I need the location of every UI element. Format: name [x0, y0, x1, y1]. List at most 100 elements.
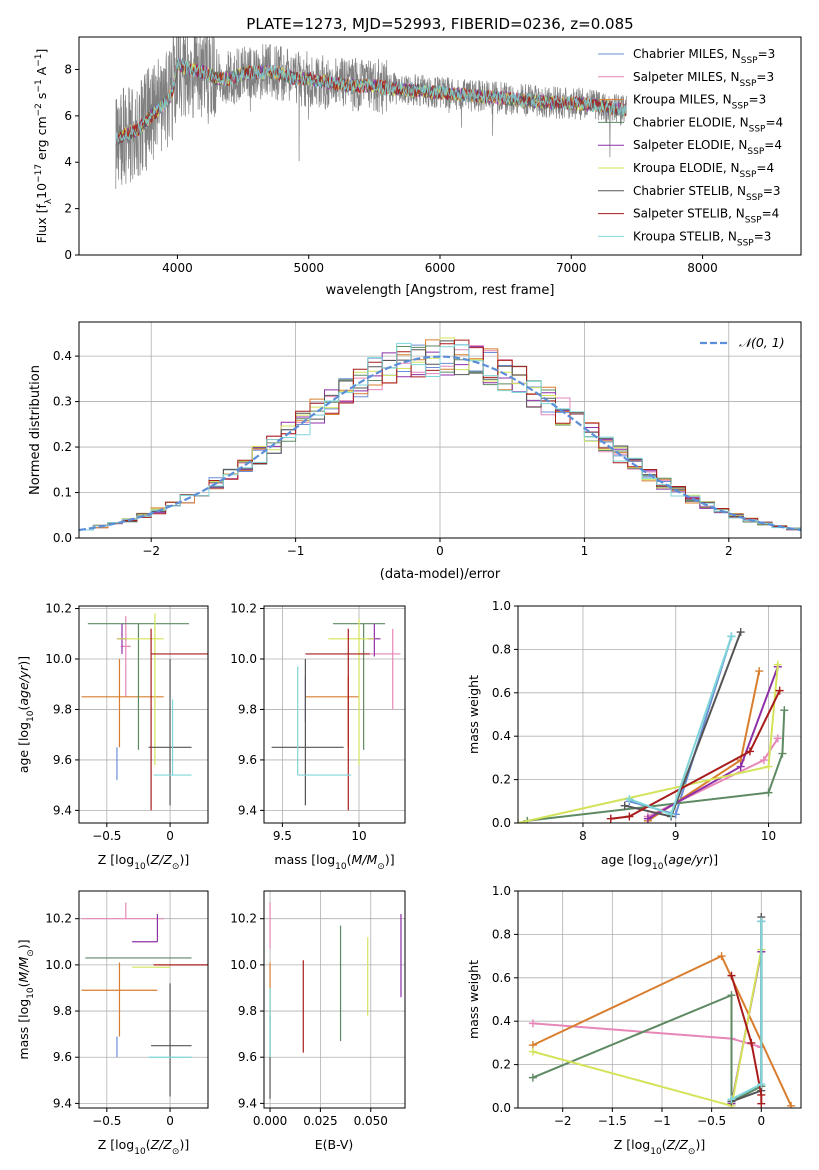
- x-axis-label: (data-model)/error: [380, 567, 501, 582]
- x-axis-label-part: Z [log: [614, 1137, 650, 1152]
- y-axis-label-part: )]: [16, 656, 31, 666]
- mass-weight-point: [717, 952, 726, 961]
- legend-entry-part: SSP: [747, 147, 764, 157]
- legend-entry-part: =4: [765, 115, 783, 129]
- x-tick-label: −2: [554, 1114, 572, 1128]
- legend-entry-part: Chabrier ELODIE, N: [633, 115, 749, 129]
- mass-weight-point: [773, 660, 782, 669]
- x-axis-label: wavelength [Angstrom, rest frame]: [326, 283, 555, 298]
- y-tick-label: 0.1: [53, 486, 72, 500]
- y-tick-label: 1.0: [492, 884, 511, 898]
- mass-weight-point: [757, 1090, 766, 1099]
- x-axis-label-part: 10: [652, 862, 664, 872]
- mass-weight-line: [628, 636, 733, 816]
- y-tick-label: 0.4: [492, 1014, 511, 1028]
- legend-entry-part: SSP: [746, 193, 763, 203]
- legend-entry-part: Salpeter MILES, N: [633, 70, 740, 84]
- x-axis-label-part: )]: [179, 1137, 189, 1152]
- x-axis-label-part: 10: [650, 1147, 662, 1157]
- mass-weight-point: [528, 1019, 537, 1028]
- x-tick-label: 8: [579, 829, 587, 843]
- mass-vs-extinction-panel-frame: [263, 890, 406, 1109]
- x-tick-label: 0.000: [253, 1114, 287, 1128]
- y-tick-label: 9.8: [238, 702, 257, 716]
- mass-weight-point: [528, 1073, 537, 1082]
- x-axis-label-part: age [log: [601, 852, 652, 867]
- y-tick-label: 9.6: [238, 753, 257, 767]
- y-axis-label-part: 10: [26, 710, 36, 722]
- mass-weight-point: [745, 747, 754, 756]
- y-tick-label: 0.0: [492, 1101, 511, 1115]
- legend-entry: Kroupa MILES, NSSP=3: [633, 93, 766, 112]
- x-axis-label-part: )]: [179, 852, 189, 867]
- mass-weight-point: [775, 686, 784, 695]
- x-tick-label: 2: [725, 544, 733, 558]
- mass-weight-line: [532, 1022, 762, 1049]
- spectrum-panel-plot-area: [115, 37, 627, 190]
- mass-weight-vs-metallicity-panel: −2 −1.5 −1 −0.5 0 0.0 0.2 0.4 0.6 0.8 1.0 Z [log10(…: [466, 884, 802, 1157]
- x-tick-label: −0.5: [92, 829, 121, 843]
- y-tick-label: 0.6: [492, 686, 511, 700]
- error-bar-point: [151, 983, 192, 1097]
- y-tick-label: 9.8: [53, 1004, 72, 1018]
- y-tick-label: 0.4: [53, 349, 72, 363]
- y-tick-label: 9.4: [53, 1096, 72, 1110]
- legend-entry-part: SSP: [745, 216, 762, 226]
- legend-entry-part: SSP: [732, 102, 749, 112]
- y-tick-label: 10.0: [45, 958, 72, 972]
- x-tick-label: 0: [436, 544, 444, 558]
- y-axis-label-part: −2: [34, 103, 44, 116]
- y-axis-label-part: Flux [f: [34, 204, 49, 244]
- legend-entry: Chabrier ELODIE, NSSP=4: [633, 115, 783, 134]
- y-tick-label: 9.6: [53, 753, 72, 767]
- error-bar-point: [153, 699, 192, 776]
- mass-weight-point: [787, 1101, 796, 1108]
- y-axis-label-part: 10: [34, 183, 49, 199]
- mass-weight-point: [643, 814, 652, 823]
- mass-vs-metallicity-panel-plot-area: [81, 902, 208, 1097]
- y-tick-label: 0.2: [53, 440, 72, 454]
- y-axis-label-part: (: [16, 982, 31, 987]
- y-axis-label-part: age [log: [16, 722, 31, 773]
- x-axis-label: Z [log10(Z/Z⊙)]: [98, 852, 189, 872]
- y-axis-label: Normed distribution: [28, 365, 43, 495]
- x-axis-label-part: (: [146, 1137, 151, 1152]
- mass-vs-extinction-panel-plot-area: [269, 902, 402, 1099]
- legend-entry: Chabrier MILES, NSSP=3: [633, 47, 775, 66]
- y-tick-label: 9.6: [53, 1050, 72, 1064]
- x-axis-label: mass [log10(M/M⊙)]: [274, 852, 394, 872]
- y-tick-label: 10.0: [230, 958, 257, 972]
- y-tick-label: 9.4: [238, 803, 257, 817]
- legend-entry-part: =3: [763, 184, 781, 198]
- figure-title: PLATE=1273, MJD=52993, FIBERID=0236, z=0…: [246, 15, 633, 33]
- legend-entry-part: SSP: [740, 170, 757, 180]
- y-axis-label-part: −1: [34, 54, 44, 67]
- legend-entry: 𝒩(0, 1): [739, 335, 785, 350]
- y-axis-label: Flux [fλ10−17 erg cm−2 s−1 A−1]: [34, 49, 54, 244]
- legend-entry-part: =4: [764, 138, 782, 152]
- y-axis-label-part: −17: [34, 164, 44, 183]
- age-vs-metallicity-panel-plot-area: [81, 613, 208, 811]
- y-tick-label: 10.0: [230, 652, 257, 666]
- mass-weight-vs-age-panel-frame: [517, 605, 802, 824]
- x-axis-label-part: (: [663, 852, 668, 867]
- x-axis-label-part: )]: [708, 852, 718, 867]
- legend-entry: Salpeter STELIB, NSSP=4: [633, 207, 779, 226]
- legend-entry-part: =3: [749, 93, 767, 107]
- x-axis-label-part: Z/Z: [150, 852, 173, 867]
- mass-weight-line: [527, 710, 786, 822]
- y-axis-label-part: age/yr: [16, 665, 31, 706]
- legend-entry-part: Chabrier STELIB, N: [633, 184, 746, 198]
- y-axis-label-part: (: [16, 706, 31, 711]
- y-tick-label: 0.4: [492, 729, 511, 743]
- y-axis-label-part: )]: [16, 939, 31, 949]
- normal-reference-curve: [79, 355, 801, 532]
- model-spectrum-kroupa-stelib: [115, 58, 627, 147]
- age-vs-mass-panel-frame: [263, 605, 406, 824]
- y-tick-label: 9.8: [53, 702, 72, 716]
- y-axis-label-part: erg cm: [34, 116, 49, 164]
- legend-entry-part: Kroupa ELODIE, N: [633, 161, 740, 175]
- error-bar-point: [81, 658, 164, 748]
- error-bar-point: [305, 676, 360, 748]
- legend-entry-part: =3: [758, 47, 776, 61]
